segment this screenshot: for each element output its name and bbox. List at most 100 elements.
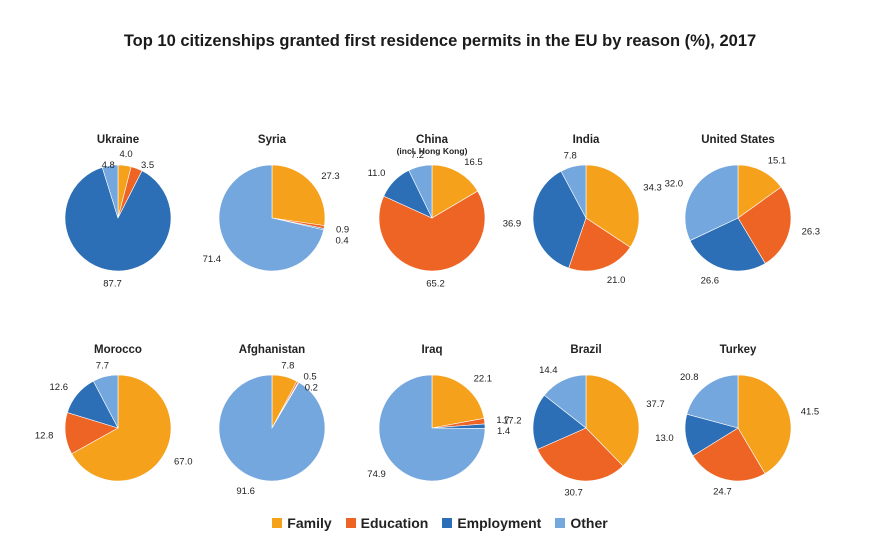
chart-title: Top 10 citizenships granted first reside… <box>123 32 757 50</box>
legend-label-other: Other <box>570 515 608 531</box>
slice-label-united-states-education: 26.3 <box>802 227 821 238</box>
legend-item-education: Education <box>345 515 429 531</box>
slice-label-brazil-employment: 17.2 <box>503 415 522 426</box>
pie-morocco: Morocco 67.0 12.8 12.6 7.7 <box>35 344 193 482</box>
legend: Family Education Employment Other <box>0 515 880 531</box>
slice-united-states-employment <box>689 217 766 272</box>
pie-brazil: Brazil 37.7 30.7 17.2 14.4 <box>503 344 665 498</box>
slice-label-china-education: 65.2 <box>426 278 445 289</box>
legend-label-employment: Employment <box>457 515 542 531</box>
legend-swatch-other <box>555 518 566 528</box>
legend-swatch-employment <box>442 518 453 528</box>
pie-title-iraq: Iraq <box>421 344 442 356</box>
slice-label-india-employment: 36.9 <box>503 219 522 230</box>
slice-label-china-family: 16.5 <box>464 157 483 168</box>
slice-brazil-family <box>585 374 640 467</box>
slice-label-china-other: 7.2 <box>411 150 424 161</box>
pie-title-syria: Syria <box>258 134 287 146</box>
pie-turkey: Turkey 41.5 24.7 13.0 20.8 <box>655 344 819 498</box>
slice-ukraine-employment <box>64 167 172 272</box>
slice-brazil-education <box>537 427 624 482</box>
slice-label-turkey-other: 20.8 <box>680 372 699 383</box>
slice-united-states-family <box>737 164 782 219</box>
slice-label-syria-employment: 0.4 <box>336 236 349 247</box>
slice-label-ukraine-employment: 87.7 <box>103 278 122 289</box>
slice-label-brazil-other: 14.4 <box>539 365 558 376</box>
pie-india: India 34.3 21.0 36.9 7.8 <box>503 134 662 286</box>
pie-subtitle-china: (incl. Hong Kong) <box>397 146 468 156</box>
slice-ukraine-other <box>101 164 119 219</box>
slice-china-family <box>431 164 479 219</box>
pie-title-afghanistan: Afghanistan <box>239 344 305 356</box>
pie-united-states: United States 15.1 26.3 26.6 32.0 <box>665 134 821 287</box>
legend-swatch-family <box>272 518 283 528</box>
slice-china-other <box>408 164 433 219</box>
slice-label-turkey-education: 24.7 <box>713 487 732 498</box>
slice-china-education <box>378 190 486 272</box>
slice-iraq-family <box>431 374 485 429</box>
slice-label-united-states-employment: 26.6 <box>701 276 720 287</box>
pie-ukraine: Ukraine 4.0 3.5 87.7 4.8 <box>64 134 172 289</box>
slice-label-afghanistan-family: 7.8 <box>281 360 294 371</box>
slice-brazil-other <box>543 374 587 429</box>
legend-item-other: Other <box>555 515 608 531</box>
slice-syria-family <box>271 164 326 226</box>
pie-afghanistan: Afghanistan 7.8 0.50.2 91.6 <box>218 344 326 497</box>
slice-brazil-employment <box>532 394 587 450</box>
slice-india-employment <box>532 170 587 269</box>
slice-label-united-states-other: 32.0 <box>665 179 684 190</box>
slice-label-syria-family: 27.3 <box>321 171 340 182</box>
slice-label-india-other: 7.8 <box>564 150 577 161</box>
slice-label-turkey-employment: 13.0 <box>655 433 674 444</box>
slice-label-iraq-family: 22.1 <box>474 374 493 385</box>
slice-label-syria-other: 71.4 <box>203 254 222 265</box>
slice-turkey-family <box>737 374 792 475</box>
slice-label-china-employment: 11.0 <box>368 168 386 179</box>
pie-title-brazil: Brazil <box>570 344 601 356</box>
slice-india-education <box>568 217 631 272</box>
slice-label-afghanistan-employment: 0.2 <box>305 382 318 393</box>
slice-label-india-family: 34.3 <box>643 183 662 194</box>
slice-syria-other <box>218 164 325 272</box>
legend-item-family: Family <box>272 515 332 531</box>
slice-turkey-education <box>692 427 766 482</box>
slice-label-morocco-family: 67.0 <box>174 457 193 468</box>
slice-label-morocco-education: 12.8 <box>35 430 54 441</box>
slice-label-brazil-education: 30.7 <box>564 487 583 498</box>
slice-label-morocco-other: 7.7 <box>96 360 109 371</box>
slice-label-syria-education: 0.9 <box>336 225 349 236</box>
slice-morocco-family <box>71 374 172 482</box>
slice-label-afghanistan-other: 91.6 <box>236 486 255 497</box>
pie-china: China(incl. Hong Kong)16.5 65.2 11.0 7.2 <box>368 134 486 289</box>
slice-label-brazil-family: 37.7 <box>646 399 665 410</box>
slice-india-other <box>560 164 587 219</box>
slice-label-morocco-employment: 12.6 <box>50 382 69 393</box>
slice-label-iraq-other: 74.9 <box>367 469 386 480</box>
slice-morocco-other <box>92 374 119 429</box>
pie-title-turkey: Turkey <box>720 344 757 356</box>
slice-label-india-education: 21.0 <box>607 275 626 286</box>
slice-united-states-education <box>737 186 792 264</box>
slice-iraq-other <box>378 374 486 482</box>
pie-title-india: India <box>573 134 600 146</box>
slice-label-ukraine-family: 4.0 <box>119 149 132 160</box>
slice-united-states-other <box>684 164 739 241</box>
pie-title-ukraine: Ukraine <box>97 134 139 146</box>
legend-label-education: Education <box>360 515 429 531</box>
legend-swatch-education <box>345 518 356 528</box>
slice-label-ukraine-other: 4.8 <box>102 160 115 171</box>
slice-label-united-states-family: 15.1 <box>768 156 787 167</box>
pie-syria: Syria 27.3 0.90.4 71.4 <box>203 134 349 272</box>
slice-turkey-other <box>686 374 739 429</box>
slice-label-afghanistan-education: 0.5 <box>304 371 317 382</box>
legend-item-employment: Employment <box>442 515 541 531</box>
pie-iraq: Iraq 22.1 1.71.4 74.9 <box>367 344 510 482</box>
pie-title-morocco: Morocco <box>94 344 142 356</box>
slice-label-ukraine-education: 3.5 <box>141 160 154 171</box>
pie-title-united-states: United States <box>701 134 775 146</box>
slice-label-iraq-education: 1.7 <box>496 415 509 426</box>
pie-title-china: China <box>416 134 449 146</box>
legend-label-family: Family <box>287 515 332 531</box>
slice-afghanistan-other <box>218 374 326 482</box>
